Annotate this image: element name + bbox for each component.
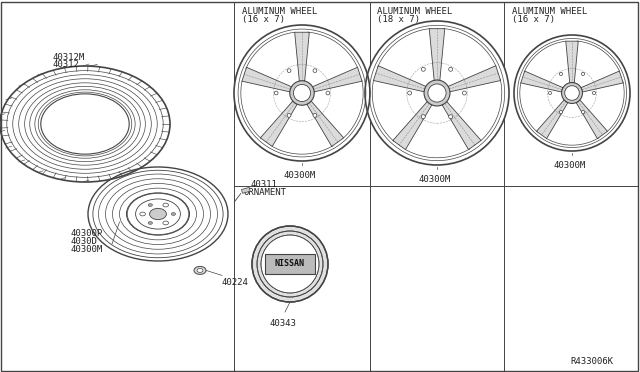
Text: ALUMINUM WHEEL: ALUMINUM WHEEL: [512, 7, 588, 16]
Ellipse shape: [163, 203, 168, 207]
Ellipse shape: [194, 266, 206, 275]
Ellipse shape: [172, 212, 175, 215]
Ellipse shape: [421, 67, 426, 71]
Ellipse shape: [148, 222, 152, 224]
Ellipse shape: [150, 208, 166, 219]
Polygon shape: [521, 71, 563, 92]
Ellipse shape: [127, 193, 189, 235]
Polygon shape: [242, 67, 291, 92]
Text: 40312: 40312: [52, 60, 79, 69]
Text: (16 x 7): (16 x 7): [512, 15, 555, 24]
Text: 40312M: 40312M: [52, 53, 84, 62]
Polygon shape: [536, 100, 568, 139]
Polygon shape: [294, 32, 309, 81]
Ellipse shape: [449, 67, 452, 71]
Ellipse shape: [287, 113, 291, 117]
Polygon shape: [393, 102, 432, 150]
Ellipse shape: [559, 72, 563, 76]
Text: 40343: 40343: [270, 319, 297, 328]
Ellipse shape: [548, 92, 552, 94]
Ellipse shape: [462, 91, 467, 95]
Ellipse shape: [421, 115, 426, 119]
Polygon shape: [581, 71, 623, 92]
Bar: [241, 187, 250, 193]
Ellipse shape: [136, 199, 180, 229]
Text: 40300M: 40300M: [419, 175, 451, 184]
Ellipse shape: [581, 72, 584, 76]
Text: 40300P: 40300P: [70, 229, 102, 238]
Text: 40300M: 40300M: [554, 161, 586, 170]
Ellipse shape: [261, 235, 319, 293]
Ellipse shape: [140, 212, 145, 216]
Polygon shape: [566, 41, 579, 83]
FancyBboxPatch shape: [266, 254, 315, 274]
Ellipse shape: [275, 91, 278, 95]
Text: ALUMINUM WHEEL: ALUMINUM WHEEL: [242, 7, 317, 16]
Polygon shape: [448, 66, 500, 92]
Ellipse shape: [424, 80, 450, 106]
Ellipse shape: [163, 221, 168, 225]
Ellipse shape: [293, 84, 310, 102]
Text: 40224: 40224: [222, 278, 249, 288]
Text: 40300M: 40300M: [284, 171, 316, 180]
Ellipse shape: [514, 35, 630, 151]
Ellipse shape: [313, 113, 317, 117]
Ellipse shape: [234, 25, 370, 161]
Polygon shape: [442, 102, 481, 150]
Polygon shape: [373, 66, 426, 92]
Text: (18 x 7): (18 x 7): [377, 15, 420, 24]
Ellipse shape: [564, 86, 579, 100]
Ellipse shape: [313, 69, 317, 73]
Polygon shape: [307, 101, 344, 147]
Polygon shape: [576, 100, 607, 139]
Text: 40300M: 40300M: [70, 245, 102, 254]
Ellipse shape: [287, 69, 291, 73]
Ellipse shape: [365, 21, 509, 165]
Text: ALUMINUM WHEEL: ALUMINUM WHEEL: [377, 7, 452, 16]
Ellipse shape: [197, 269, 203, 272]
Text: 40311: 40311: [250, 180, 277, 189]
Text: NISSAN: NISSAN: [275, 260, 305, 269]
Ellipse shape: [559, 110, 563, 114]
Ellipse shape: [593, 92, 596, 94]
Polygon shape: [312, 67, 362, 92]
Ellipse shape: [290, 81, 314, 105]
Text: R433006K: R433006K: [570, 357, 613, 366]
Text: (16 x 7): (16 x 7): [242, 15, 285, 24]
Text: ORNAMENT: ORNAMENT: [244, 188, 287, 197]
Ellipse shape: [449, 115, 452, 119]
Ellipse shape: [428, 84, 446, 102]
Ellipse shape: [148, 203, 152, 206]
Ellipse shape: [561, 83, 582, 103]
Ellipse shape: [326, 91, 330, 95]
Polygon shape: [260, 101, 297, 147]
Ellipse shape: [581, 110, 584, 114]
Text: 4030D: 4030D: [70, 237, 97, 246]
Ellipse shape: [252, 226, 328, 302]
Polygon shape: [429, 29, 445, 80]
Ellipse shape: [408, 91, 412, 95]
